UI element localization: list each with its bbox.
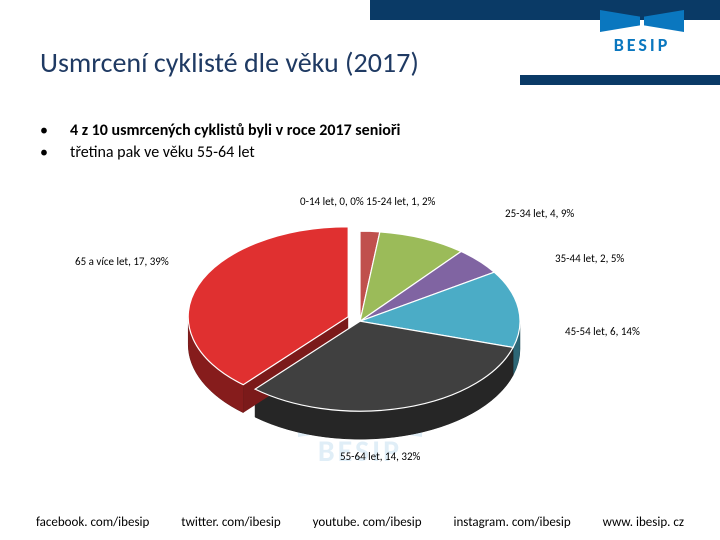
bullet-item: • 4 z 10 usmrcených cyklistů byli v roce… <box>40 120 720 142</box>
footer-links: facebook. com/ibesip twitter. com/ibesip… <box>0 504 720 540</box>
footer-link-web[interactable]: www. ibesip. cz <box>603 515 684 530</box>
bullet-text: 4 z 10 usmrcených cyklistů byli v roce 2… <box>70 120 401 142</box>
footer-link-twitter[interactable]: twitter. com/ibesip <box>181 515 280 530</box>
bullet-item: • třetina pak ve věku 55-64 let <box>40 142 720 164</box>
slice-label-55-64: 55-64 let, 14, 32% <box>340 450 420 463</box>
besip-logo: BESIP <box>582 10 702 56</box>
bullet-dot-icon: • <box>40 142 48 164</box>
pie-chart: 0-14 let, 0, 0% 15-24 let, 1, 2% 25-34 l… <box>0 165 720 475</box>
bullet-text: třetina pak ve věku 55-64 let <box>70 142 255 164</box>
header: Usmrcení cyklisté dle věku (2017) BESIP <box>0 0 720 95</box>
footer-link-instagram[interactable]: instagram. com/ibesip <box>453 515 570 530</box>
bullet-list: • 4 z 10 usmrcených cyklistů byli v roce… <box>0 95 720 165</box>
page-title: Usmrcení cyklisté dle věku (2017) <box>0 15 419 80</box>
bullet-dot-icon: • <box>40 120 48 142</box>
footer-link-facebook[interactable]: facebook. com/ibesip <box>36 515 149 530</box>
slice-label-65plus: 65 a více let, 17, 39% <box>75 255 169 268</box>
logo-text: BESIP <box>582 34 702 56</box>
slice-label-0-14-15-24: 0-14 let, 0, 0% 15-24 let, 1, 2% <box>300 195 435 208</box>
logo-wings-icon <box>582 10 702 32</box>
slice-label-45-54: 45-54 let, 6, 14% <box>565 325 640 338</box>
header-accent-bottom <box>520 75 720 85</box>
slice-label-25-34: 25-34 let, 4, 9% <box>505 207 574 220</box>
slice-label-35-44: 35-44 let, 2, 5% <box>555 252 624 265</box>
footer-link-youtube[interactable]: youtube. com/ibesip <box>313 515 422 530</box>
